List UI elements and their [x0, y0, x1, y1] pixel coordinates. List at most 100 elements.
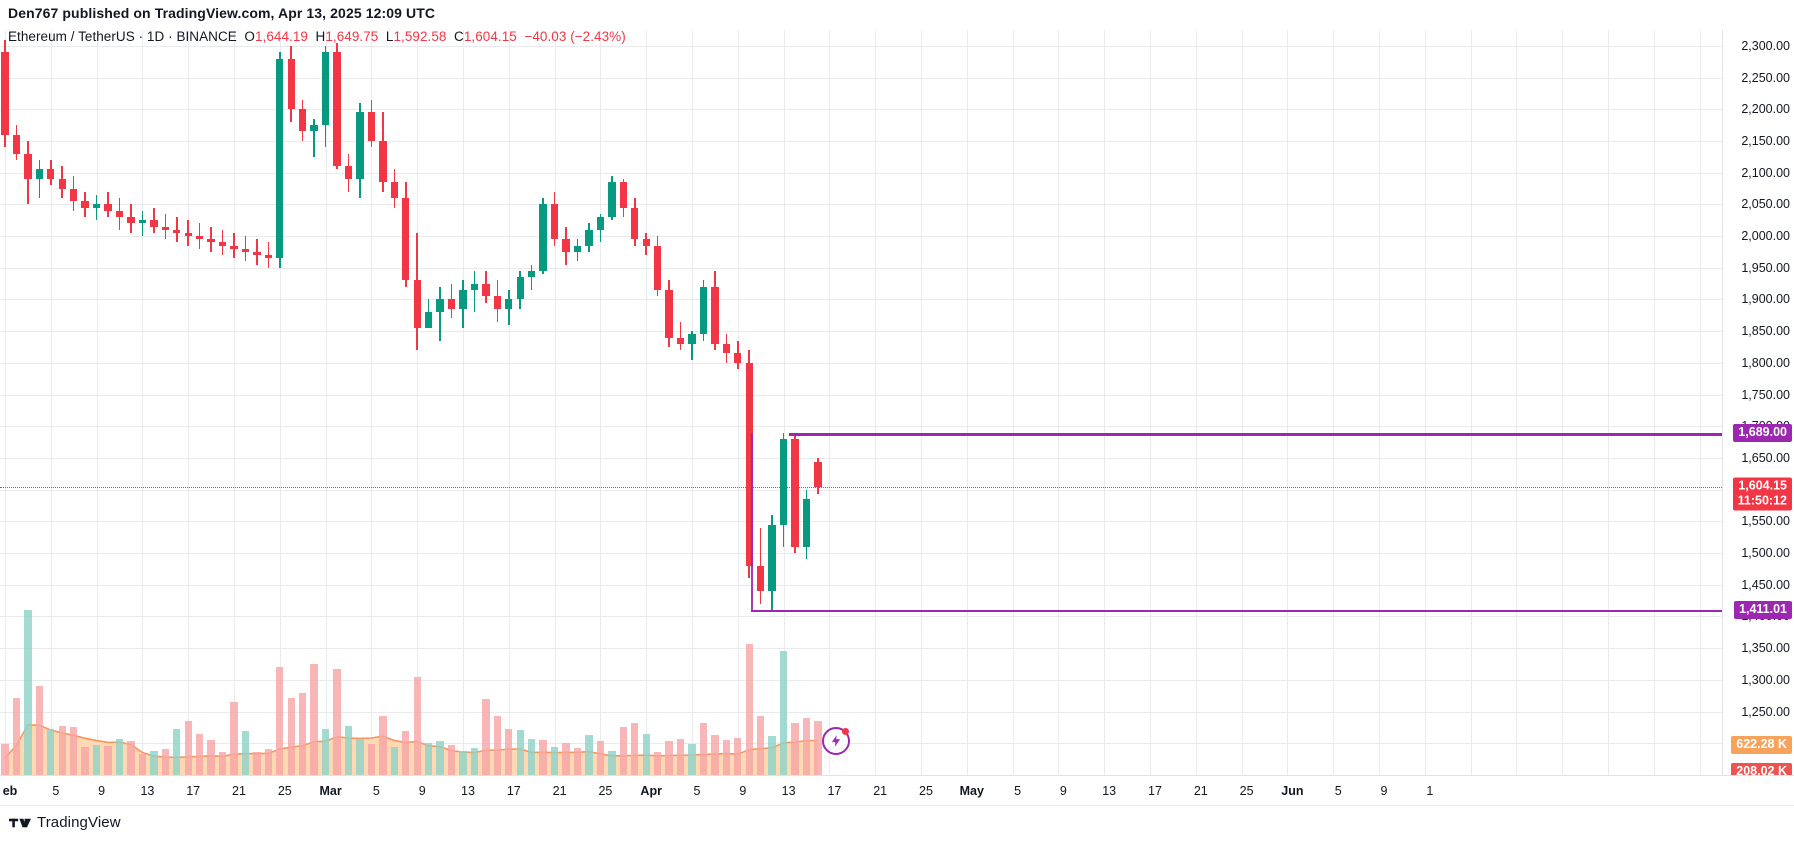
- candle-body: [321, 52, 330, 126]
- volume-bar: [665, 741, 673, 775]
- candle-body: [573, 245, 582, 252]
- candle-wick: [38, 159, 41, 198]
- legend-sep-1: ·: [134, 29, 147, 44]
- candle-body: [299, 109, 307, 132]
- volume-bar: [58, 726, 66, 775]
- grid-line-vertical: [279, 30, 281, 775]
- price-axis[interactable]: 2,300.00 2,250.00 2,200.00 2,150.00 2,100.00…: [1722, 30, 1794, 782]
- grid-line-horizontal: [0, 521, 1722, 523]
- volume-bar: [241, 731, 250, 775]
- volume-bar: [218, 751, 227, 775]
- legend-sep-2: ·: [164, 29, 177, 44]
- volume-bar: [734, 737, 742, 775]
- candle-body: [207, 239, 215, 243]
- grid-line-vertical: [1287, 30, 1289, 775]
- candle-wick: [313, 118, 315, 157]
- volume-bar: [402, 731, 410, 775]
- grid-line-vertical: [1104, 30, 1106, 775]
- candle-body: [802, 499, 811, 547]
- volume-bar: [711, 735, 719, 775]
- candle-body: [791, 438, 799, 547]
- candle-body: [482, 283, 490, 297]
- volume-bar: [367, 744, 376, 775]
- volume-bar: [562, 742, 570, 775]
- volume-bar: [390, 746, 398, 775]
- legend-exchange[interactable]: BINANCE: [176, 29, 237, 44]
- candle-body: [241, 248, 250, 252]
- volume-bar: [356, 738, 364, 775]
- time-axis-label: 5: [693, 784, 701, 798]
- grid-line-horizontal: [0, 679, 1722, 681]
- candle-body: [70, 188, 78, 202]
- price-axis-tick: 1,900.00: [1741, 292, 1790, 307]
- volume-series: [0, 30, 1722, 775]
- volume-bar: [150, 750, 158, 775]
- candle-body: [138, 220, 147, 224]
- volume-bar: [814, 721, 822, 775]
- candle-body: [505, 299, 513, 309]
- time-axis-label: 21: [873, 784, 888, 798]
- grid-line-horizontal: [0, 299, 1722, 301]
- candle-body: [722, 343, 731, 354]
- grid-line-vertical: [325, 30, 327, 775]
- time-axis-label: May: [959, 784, 984, 798]
- grid-line-vertical: [554, 30, 556, 775]
- candle-wick: [187, 220, 189, 246]
- candle-body: [379, 140, 387, 183]
- candle-body: [734, 353, 742, 363]
- candle-body: [1, 52, 9, 135]
- time-axis[interactable]: eb 5 9 13 17 21 25 Mar 5 9 13 17 21 25 Apr 5 9 13 17 21 25 Ma…: [0, 775, 1794, 805]
- resistance-price-badge[interactable]: 1,689.00: [1733, 424, 1792, 443]
- candle-body: [585, 229, 593, 246]
- volume-bar: [230, 701, 238, 775]
- candle-body: [161, 226, 169, 230]
- legend-interval[interactable]: 1D: [146, 29, 165, 44]
- time-axis-label: 13: [781, 784, 796, 798]
- grid-line-horizontal: [0, 236, 1722, 238]
- price-axis-tick: 1,300.00: [1741, 672, 1790, 687]
- grid-line-vertical: [783, 30, 785, 775]
- resistance-price-line[interactable]: [789, 433, 1722, 436]
- volume-ma-badge[interactable]: 622.28 K: [1731, 736, 1792, 755]
- grid-line-vertical: [371, 30, 373, 775]
- candle-wick: [107, 191, 109, 218]
- grid-line-vertical: [1470, 30, 1472, 775]
- support-price-line[interactable]: [751, 609, 1722, 612]
- time-axis-label: 21: [552, 784, 567, 798]
- grid-line-horizontal: [0, 616, 1722, 618]
- lightning-bolt-icon[interactable]: [821, 727, 850, 755]
- candle-body: [516, 277, 524, 300]
- volume-bar: [745, 643, 753, 775]
- grid-line-horizontal: [0, 267, 1722, 269]
- candle-body: [58, 179, 66, 189]
- candle-body: [253, 251, 261, 256]
- candle-wick: [164, 213, 167, 240]
- legend-symbol[interactable]: Ethereum / TetherUS: [8, 29, 135, 44]
- volume-bar: [115, 738, 124, 775]
- grid-line-vertical: [1379, 30, 1380, 775]
- candle-body: [264, 255, 273, 259]
- grid-line-vertical: [600, 30, 602, 775]
- tradingview-logo[interactable]: TradingView: [9, 814, 121, 831]
- grid-line-vertical: [142, 30, 144, 775]
- support-price-badge[interactable]: 1,411.01: [1734, 600, 1792, 619]
- volume-bar: [688, 744, 696, 775]
- chart-pane[interactable]: [0, 30, 1722, 775]
- grid-line-horizontal: [0, 648, 1722, 650]
- grid-line-vertical: [1424, 30, 1426, 775]
- time-axis-label: eb: [2, 784, 18, 798]
- grid-line-vertical: [1058, 30, 1060, 775]
- candle-body: [745, 362, 753, 566]
- candle-body: [493, 296, 502, 309]
- grid-line-horizontal: [0, 584, 1722, 586]
- candle-body: [184, 232, 192, 237]
- range-vertical-connector: [751, 433, 753, 610]
- volume-bar: [253, 751, 261, 775]
- grid-line-vertical: [1699, 30, 1701, 775]
- candle-body: [539, 204, 547, 271]
- grid-line-vertical: [1653, 30, 1655, 775]
- last-price-badge[interactable]: 1,604.15 11:50:12: [1732, 477, 1792, 511]
- candle-body: [528, 270, 536, 278]
- volume-bar: [779, 651, 788, 775]
- volume-bar: [722, 740, 731, 775]
